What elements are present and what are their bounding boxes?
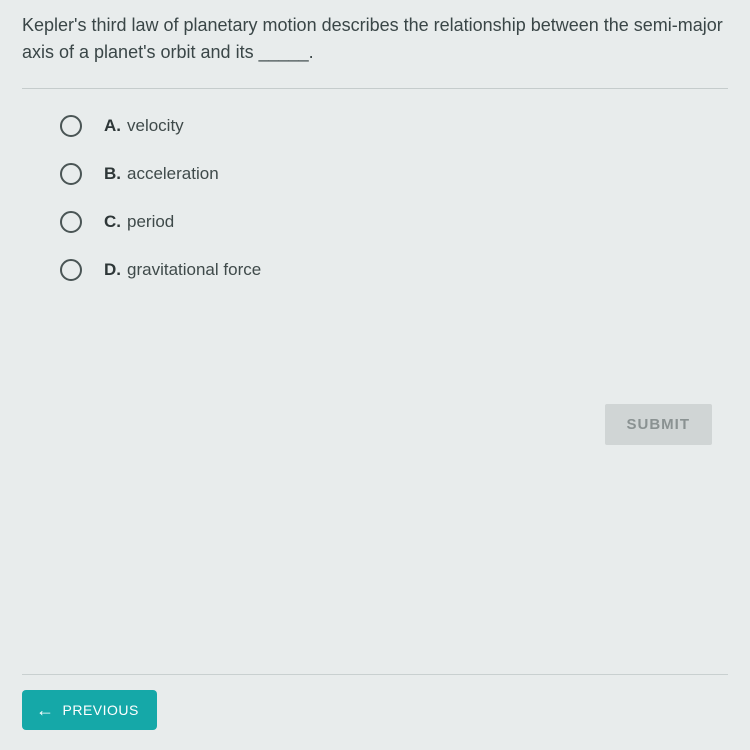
option-a[interactable]: A. velocity [60,115,728,137]
arrow-left-icon: ← [36,701,55,719]
radio-icon [60,211,82,233]
option-c[interactable]: C. period [60,211,728,233]
option-text: gravitational force [127,260,261,280]
option-text: acceleration [127,164,219,184]
previous-button[interactable]: ← PREVIOUS [22,690,157,730]
divider [22,674,728,675]
option-b[interactable]: B. acceleration [60,163,728,185]
question-text: Kepler's third law of planetary motion d… [22,12,728,89]
submit-button[interactable]: SUBMIT [605,404,713,445]
option-text: period [127,212,174,232]
option-letter: A. [104,116,121,136]
radio-icon [60,115,82,137]
previous-label: PREVIOUS [63,702,139,718]
option-letter: D. [104,260,121,280]
options-container: A. velocity B. acceleration C. period D.… [22,89,728,281]
option-d[interactable]: D. gravitational force [60,259,728,281]
question-container: Kepler's third law of planetary motion d… [0,0,750,281]
option-text: velocity [127,116,184,136]
option-letter: C. [104,212,121,232]
radio-icon [60,163,82,185]
radio-icon [60,259,82,281]
option-letter: B. [104,164,121,184]
